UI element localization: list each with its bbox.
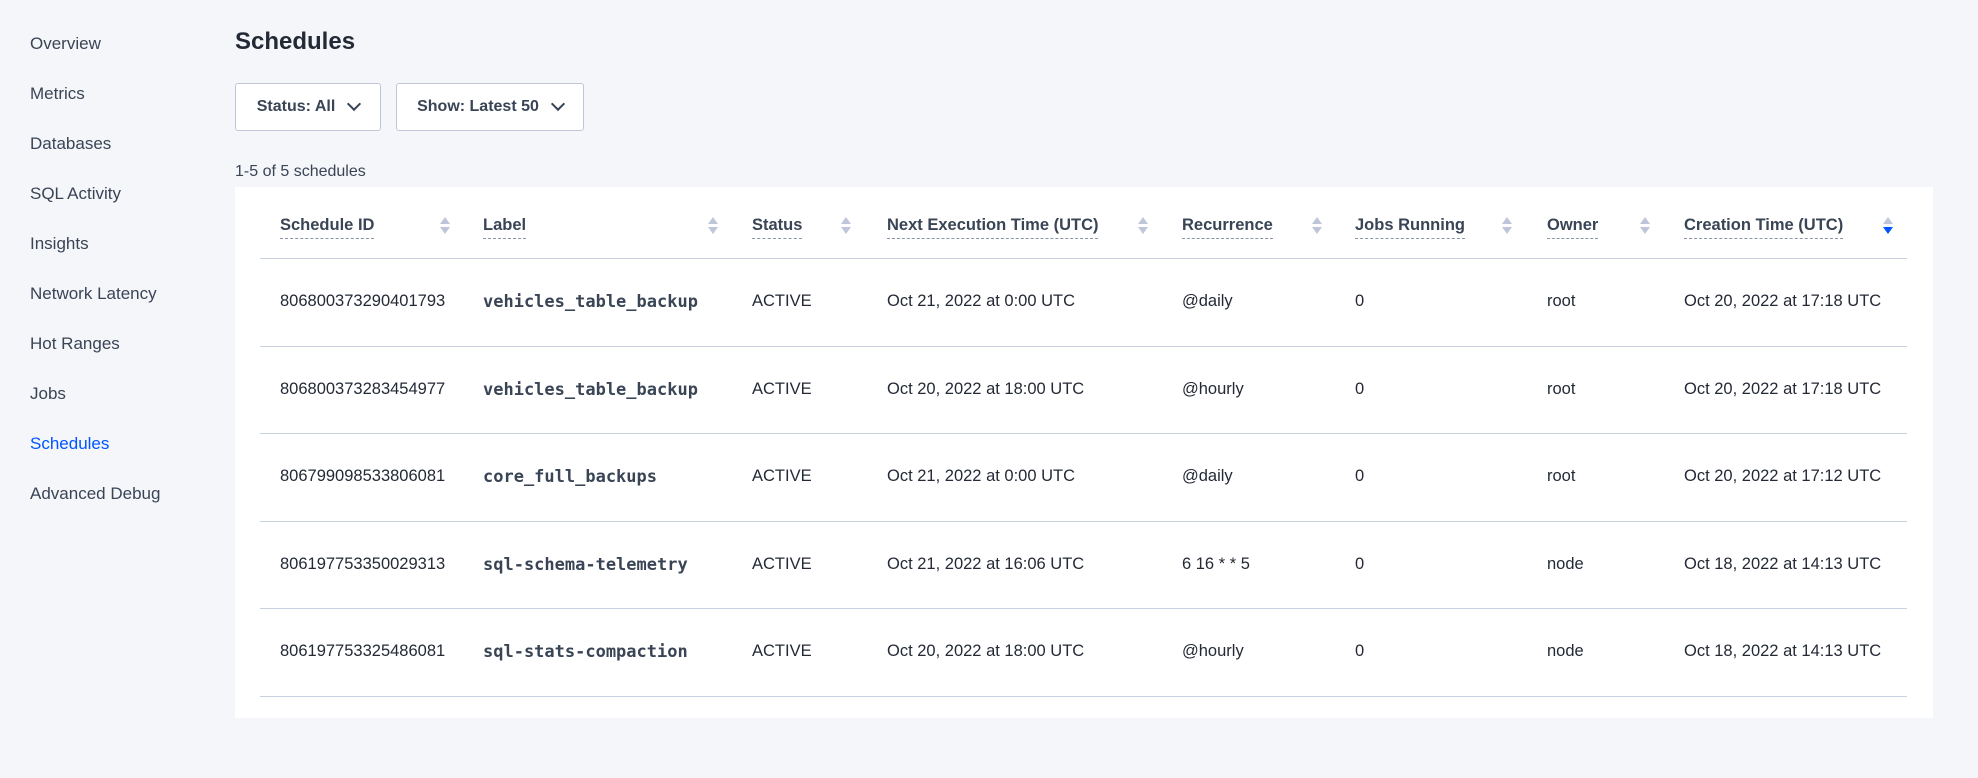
cell-label: sql-schema-telemetry (483, 554, 688, 575)
cell-creation-time-utc: Oct 18, 2022 at 14:13 UTC (1684, 642, 1882, 660)
sort-arrows-icon[interactable] (1312, 217, 1322, 237)
cell-recurrence: 6 16 * * 5 (1182, 554, 1250, 573)
cell-next-execution-time-utc: Oct 21, 2022 at 0:00 UTC (887, 467, 1076, 485)
sidebar-item-insights[interactable]: Insights (30, 234, 89, 253)
cell-status: ACTIVE (752, 642, 812, 660)
cell-label: vehicles_table_backup (483, 292, 698, 312)
cell-owner: node (1547, 642, 1584, 660)
table-row[interactable]: 806800373283454977 vehicles_table_backup A… (260, 347, 1907, 434)
sidebar-nav: Overview Metrics Databases SQL Activity Insi… (30, 34, 160, 534)
sidebar-item-network-latency[interactable]: Network Latency (30, 284, 157, 303)
column-header-status[interactable]: Status (752, 216, 803, 239)
column-header-creation-time-utc[interactable]: Creation Time (UTC) (1684, 216, 1844, 239)
table-row[interactable]: 806197753325486081 sql-stats-compaction AC… (260, 609, 1907, 697)
cell-next-execution-time-utc: Oct 20, 2022 at 18:00 UTC (887, 379, 1085, 398)
cell-schedule-id: 806197753350029313 (280, 554, 446, 573)
cell-label: core_full_backups (483, 467, 657, 487)
sort-arrows-icon[interactable] (841, 217, 851, 237)
cell-recurrence: @hourly (1182, 642, 1244, 660)
sidebar-item-hot-ranges[interactable]: Hot Ranges (30, 334, 120, 353)
sort-arrows-icon[interactable] (1138, 217, 1148, 237)
cell-creation-time-utc: Oct 20, 2022 at 17:18 UTC (1684, 379, 1882, 398)
chevron-down-icon (550, 96, 565, 112)
cell-status: ACTIVE (752, 554, 812, 573)
cell-schedule-id: 806799098533806081 (280, 467, 446, 485)
show-filter-label: Show: Latest 50 (417, 98, 539, 115)
cell-status: ACTIVE (752, 379, 812, 398)
cell-schedule-id: 806197753325486081 (280, 642, 446, 660)
sort-arrows-icon[interactable] (1640, 217, 1650, 237)
column-header-label[interactable]: Label (483, 216, 527, 239)
cell-creation-time-utc: Oct 20, 2022 at 17:12 UTC (1684, 467, 1882, 485)
result-count: 1-5 of 5 schedules (235, 163, 366, 180)
cell-schedule-id: 806800373283454977 (280, 379, 446, 398)
cell-owner: root (1547, 379, 1576, 398)
cell-next-execution-time-utc: Oct 20, 2022 at 18:00 UTC (887, 642, 1085, 660)
table-row[interactable]: 806800373290401793 vehicles_table_backup A… (260, 259, 1907, 347)
sidebar-item-sql-activity[interactable]: SQL Activity (30, 184, 122, 203)
table-header-row: Schedule ID Label Status Next Execution Tim… (260, 187, 1907, 259)
cell-label: vehicles_table_backup (483, 379, 698, 400)
sidebar-item-overview[interactable]: Overview (30, 34, 101, 53)
sort-arrows-icon[interactable] (1502, 217, 1512, 237)
table-row[interactable]: 806197753350029313 sql-schema-telemetry AC… (260, 522, 1907, 609)
schedules-table-panel: Schedule ID Label Status Next Execution Tim… (235, 187, 1933, 718)
page-title: Schedules (235, 28, 356, 55)
schedules-table: Schedule ID Label Status Next Execution Tim… (260, 187, 1907, 697)
cell-jobs-running: 0 (1355, 642, 1365, 660)
cell-jobs-running: 0 (1355, 379, 1365, 398)
sidebar-item-advanced-debug[interactable]: Advanced Debug (30, 484, 161, 503)
column-header-recurrence[interactable]: Recurrence (1182, 216, 1273, 239)
sidebar-item-schedules[interactable]: Schedules (30, 434, 110, 453)
cell-status: ACTIVE (752, 292, 812, 310)
column-header-owner[interactable]: Owner (1547, 216, 1599, 239)
sort-arrows-icon[interactable] (708, 217, 718, 237)
cell-recurrence: @daily (1182, 292, 1233, 310)
status-filter-dropdown[interactable]: Status: All (235, 83, 381, 131)
cell-label: sql-stats-compaction (483, 642, 688, 662)
column-header-next-execution-time-utc[interactable]: Next Execution Time (UTC) (887, 216, 1099, 239)
cell-next-execution-time-utc: Oct 21, 2022 at 0:00 UTC (887, 292, 1076, 310)
cell-schedule-id: 806800373290401793 (280, 292, 446, 310)
column-header-schedule-id[interactable]: Schedule ID (280, 216, 375, 239)
chevron-down-icon (347, 96, 362, 112)
sort-arrows-icon[interactable] (1883, 217, 1893, 237)
sidebar-item-metrics[interactable]: Metrics (30, 84, 85, 103)
cell-jobs-running: 0 (1355, 467, 1365, 485)
cell-owner: node (1547, 554, 1584, 573)
status-filter-label: Status: All (256, 98, 336, 115)
cell-recurrence: @hourly (1182, 379, 1244, 398)
cell-creation-time-utc: Oct 18, 2022 at 14:13 UTC (1684, 554, 1882, 573)
cell-creation-time-utc: Oct 20, 2022 at 17:18 UTC (1684, 292, 1882, 310)
cell-status: ACTIVE (752, 467, 812, 485)
table-row[interactable]: 806799098533806081 core_full_backups ACTIV… (260, 434, 1907, 522)
cell-jobs-running: 0 (1355, 292, 1365, 310)
cell-owner: root (1547, 292, 1576, 310)
sidebar-item-jobs[interactable]: Jobs (30, 384, 66, 403)
cell-owner: root (1547, 467, 1576, 485)
sort-arrows-icon[interactable] (440, 217, 450, 237)
sidebar-item-databases[interactable]: Databases (30, 134, 112, 153)
cell-jobs-running: 0 (1355, 554, 1365, 573)
cell-recurrence: @daily (1182, 467, 1233, 485)
column-header-jobs-running[interactable]: Jobs Running (1355, 216, 1465, 239)
cell-next-execution-time-utc: Oct 21, 2022 at 16:06 UTC (887, 554, 1085, 573)
show-filter-dropdown[interactable]: Show: Latest 50 (396, 83, 584, 131)
